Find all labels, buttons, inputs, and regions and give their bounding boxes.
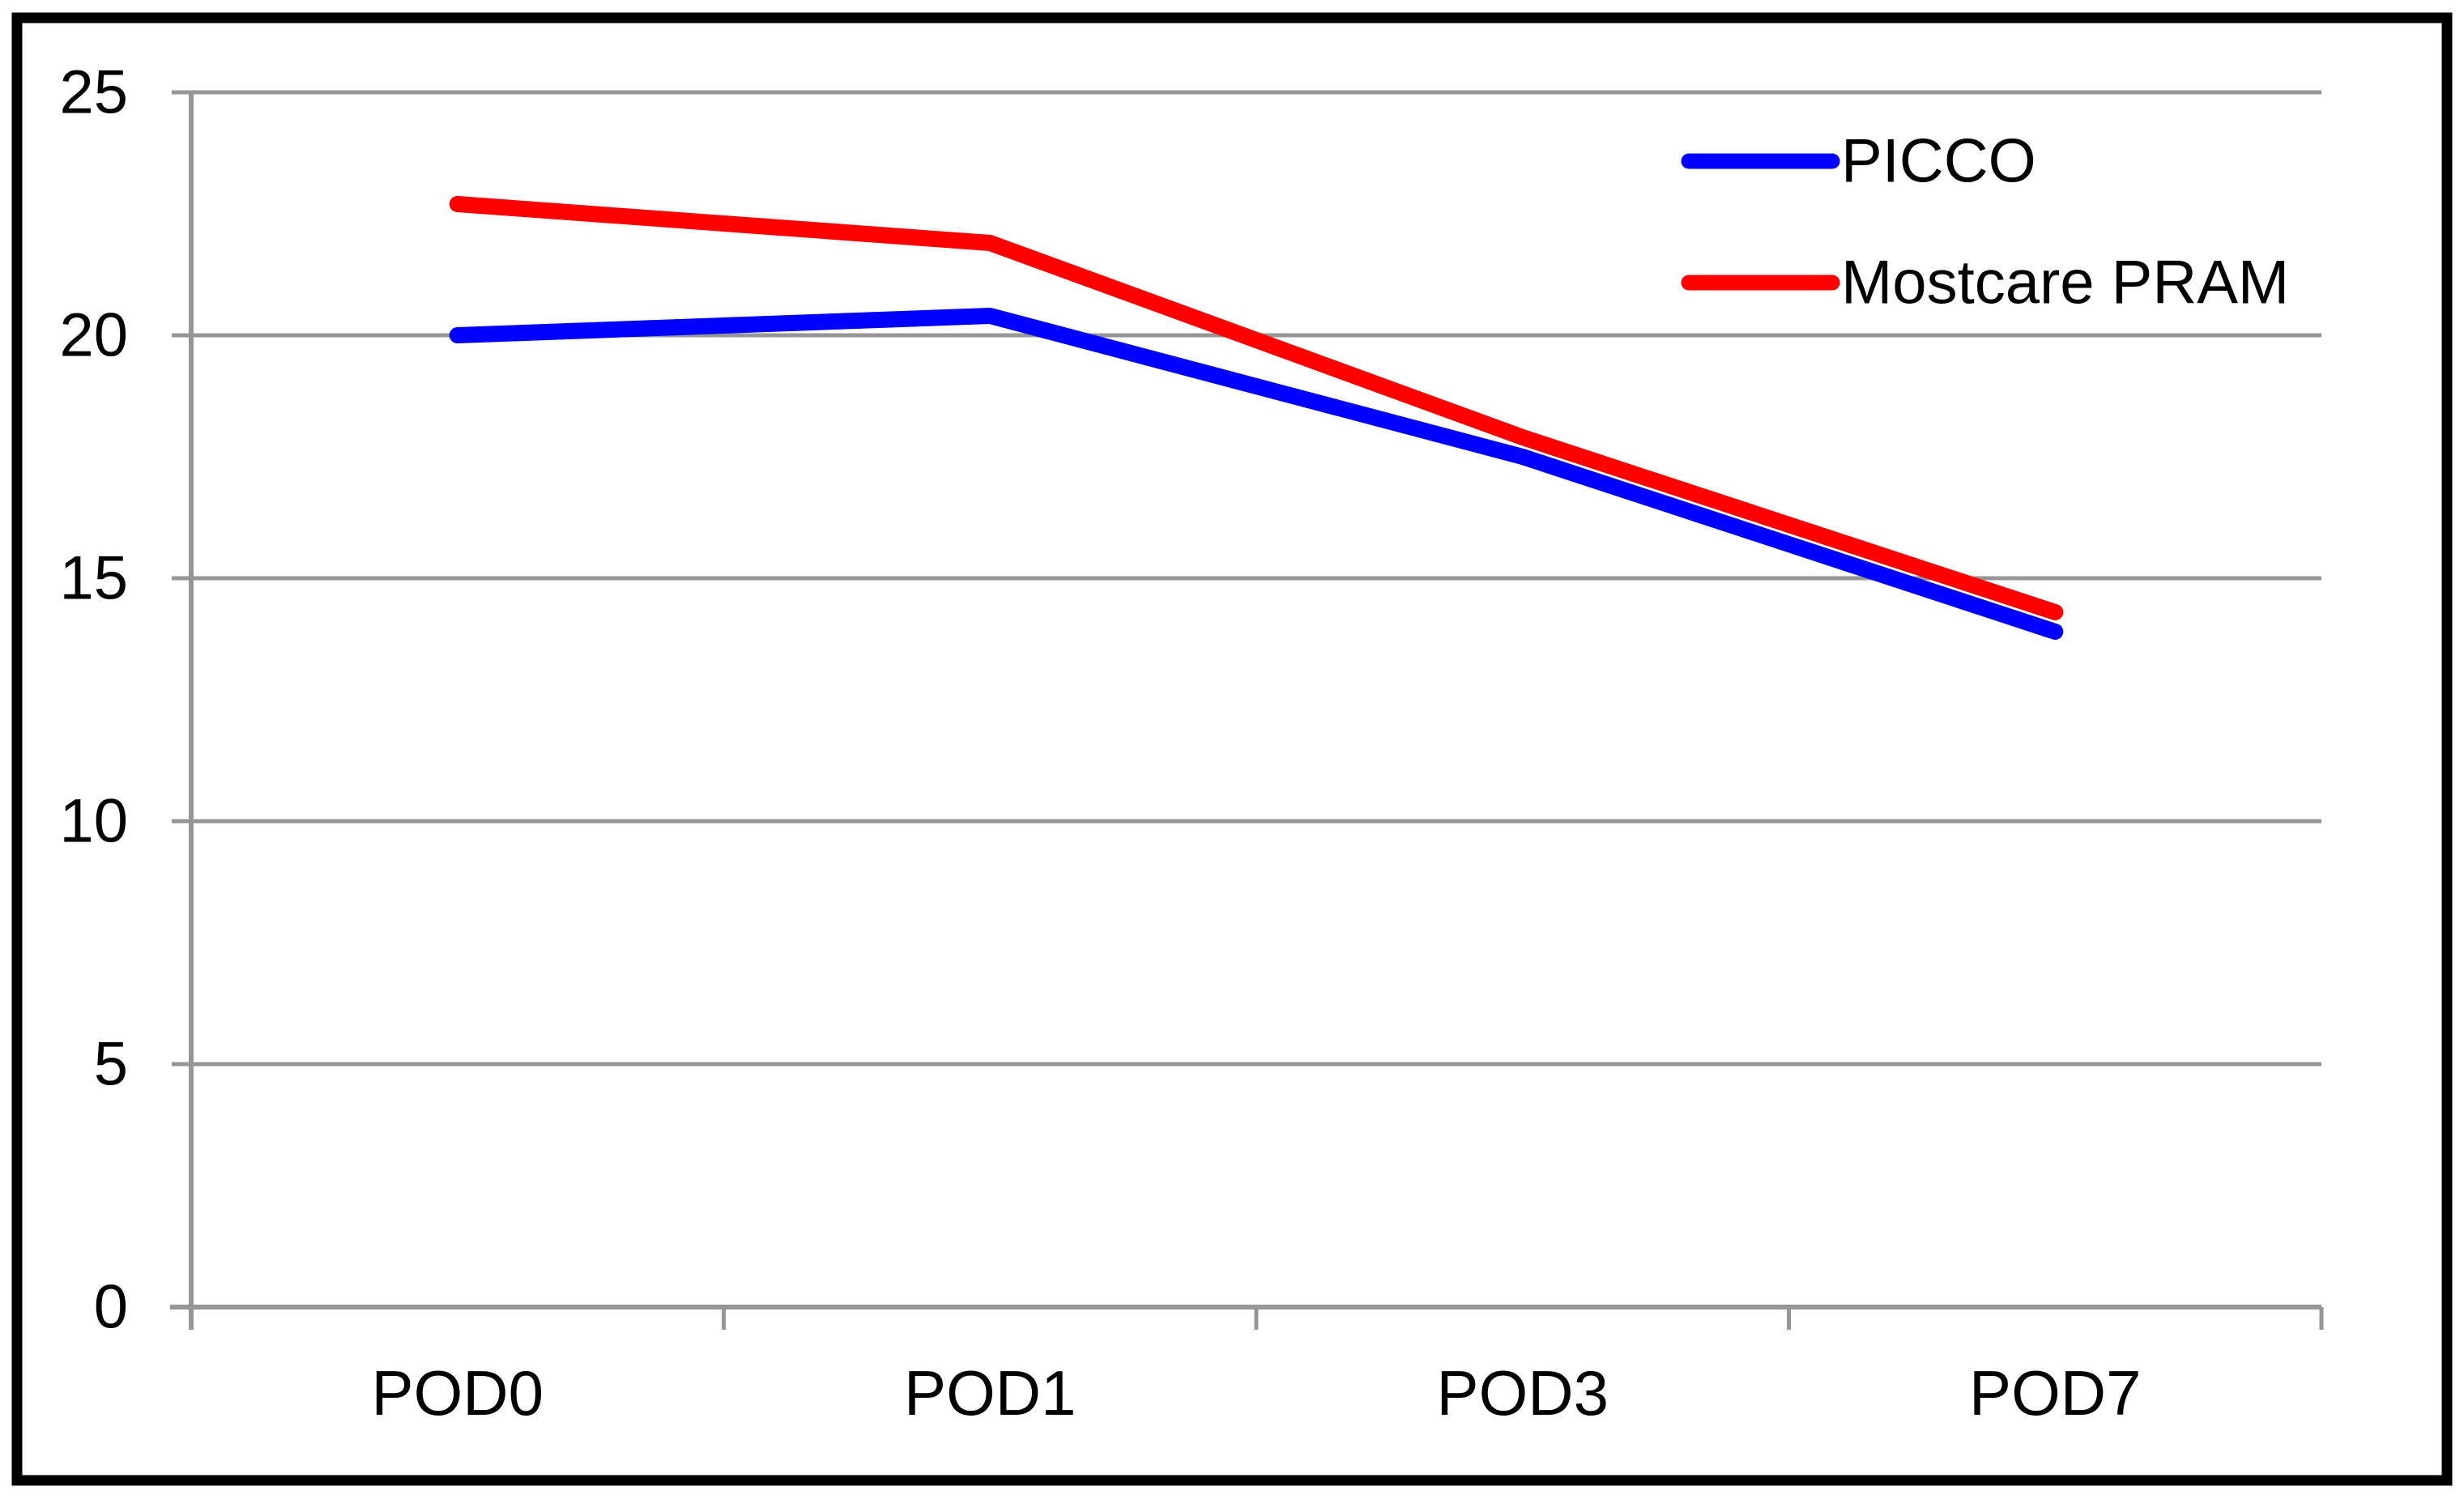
legend-label-picco: PICCO (1841, 127, 2036, 196)
chart-frame (11, 12, 2453, 1486)
y-tick-label-0: 0 (94, 1273, 128, 1342)
y-tick-label-5: 5 (94, 1030, 128, 1099)
x-tick-label-pod7: POD7 (1969, 1357, 2141, 1429)
y-tick-label-25: 25 (59, 58, 128, 127)
series-line-picco (449, 308, 2064, 640)
y-tick-label-15: 15 (59, 544, 128, 613)
series-line-mostcare-pram (449, 196, 2064, 620)
y-tick-label-20: 20 (59, 301, 128, 370)
y-tick-label-10: 10 (59, 787, 128, 856)
x-tick-label-pod3: POD3 (1437, 1357, 1609, 1429)
x-tick-label-pod1: POD1 (904, 1357, 1076, 1429)
x-tick-label-pod0: POD0 (372, 1357, 544, 1429)
legend-label-mostcare-pram: Mostcare PRAM (1841, 249, 2289, 317)
